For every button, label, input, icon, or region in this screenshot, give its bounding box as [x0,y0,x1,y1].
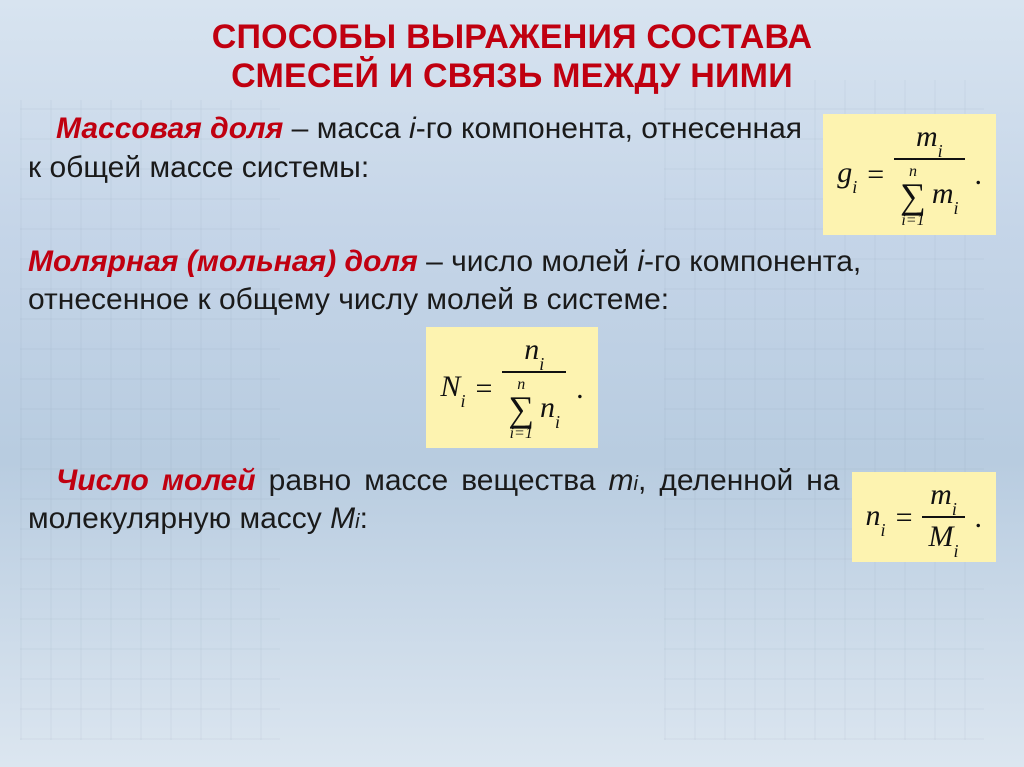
f3-eq: = [896,503,913,533]
s1-text-a: – масса [283,112,409,145]
f3-den-sub: i [953,541,958,561]
f1-sigma: ∑ [900,180,926,212]
formula-moles: ni = mi Mi . [852,472,996,562]
f1-dot: . [975,160,983,190]
title-line-1: СПОСОБЫ ВЫРАЖЕНИЯ СОСТАВА [212,18,813,56]
f2-eq: = [475,374,492,404]
slide-title: СПОСОБЫ ВЫРАЖЕНИЯ СОСТАВА СМЕСЕЙ И СВЯЗЬ… [28,18,996,96]
f2-lhs: N [440,370,460,403]
f2-num: n [524,333,539,366]
s1-i: i [409,112,416,145]
f3-lhs-sub: i [881,520,886,540]
formula-mole-fraction-wrap: Ni = ni n ∑ i=1 [28,327,996,447]
section-mass-fraction: gi = mi n ∑ i=1 [28,110,996,234]
f3-num-sub: i [952,499,957,519]
s3-mi: m [609,464,634,497]
formula-mass-fraction: gi = mi n ∑ i=1 [823,114,996,234]
title-line-2: СМЕСЕЙ И СВЯЗЬ МЕЖДУ НИМИ [231,57,793,95]
f2-num-sub: i [539,354,544,374]
f2-sum-arg: n [540,391,555,424]
f3-lhs: n [866,499,881,532]
f2-sigma: ∑ [508,393,534,425]
s3-colon: : [360,502,368,535]
f2-dot: . [576,374,584,404]
section-number-of-moles: ni = mi Mi . [28,462,996,562]
formula-mass-fraction-wrap: gi = mi n ∑ i=1 [823,114,996,234]
s3-Mi: M [330,502,355,535]
term-mole-fraction: Молярная (мольная) доля [28,245,418,278]
formula-moles-wrap: ni = mi Mi . [852,472,996,562]
f1-num-sub: i [938,141,943,161]
f1-eq: = [867,160,884,190]
formula-mole-fraction: Ni = ni n ∑ i=1 [426,327,597,447]
f3-dot: . [975,503,983,533]
s2-i: i [637,245,644,278]
f1-num: m [916,120,938,153]
section-mole-fraction: Молярная (мольная) доля – число молей i-… [28,243,996,320]
slide-content: СПОСОБЫ ВЫРАЖЕНИЯ СОСТАВА СМЕСЕЙ И СВЯЗЬ… [0,0,1024,588]
s2-text-a: – число молей [418,245,638,278]
f1-sum-bottom: i=1 [901,213,924,229]
f2-sum-bottom: i=1 [510,426,533,442]
f1-sum-arg: m [932,177,954,210]
f1-sum-arg-sub: i [953,198,958,218]
f1-lhs: g [837,156,852,189]
term-number-of-moles: Число молей [56,464,256,497]
f2-sum-arg-sub: i [555,412,560,432]
f3-num: m [930,478,952,511]
term-mass-fraction: Массовая доля [56,112,283,145]
s3-text-a: равно массе вещества [256,464,609,497]
f1-lhs-sub: i [852,177,857,197]
f2-lhs-sub: i [460,391,465,411]
f3-den: M [928,520,953,553]
